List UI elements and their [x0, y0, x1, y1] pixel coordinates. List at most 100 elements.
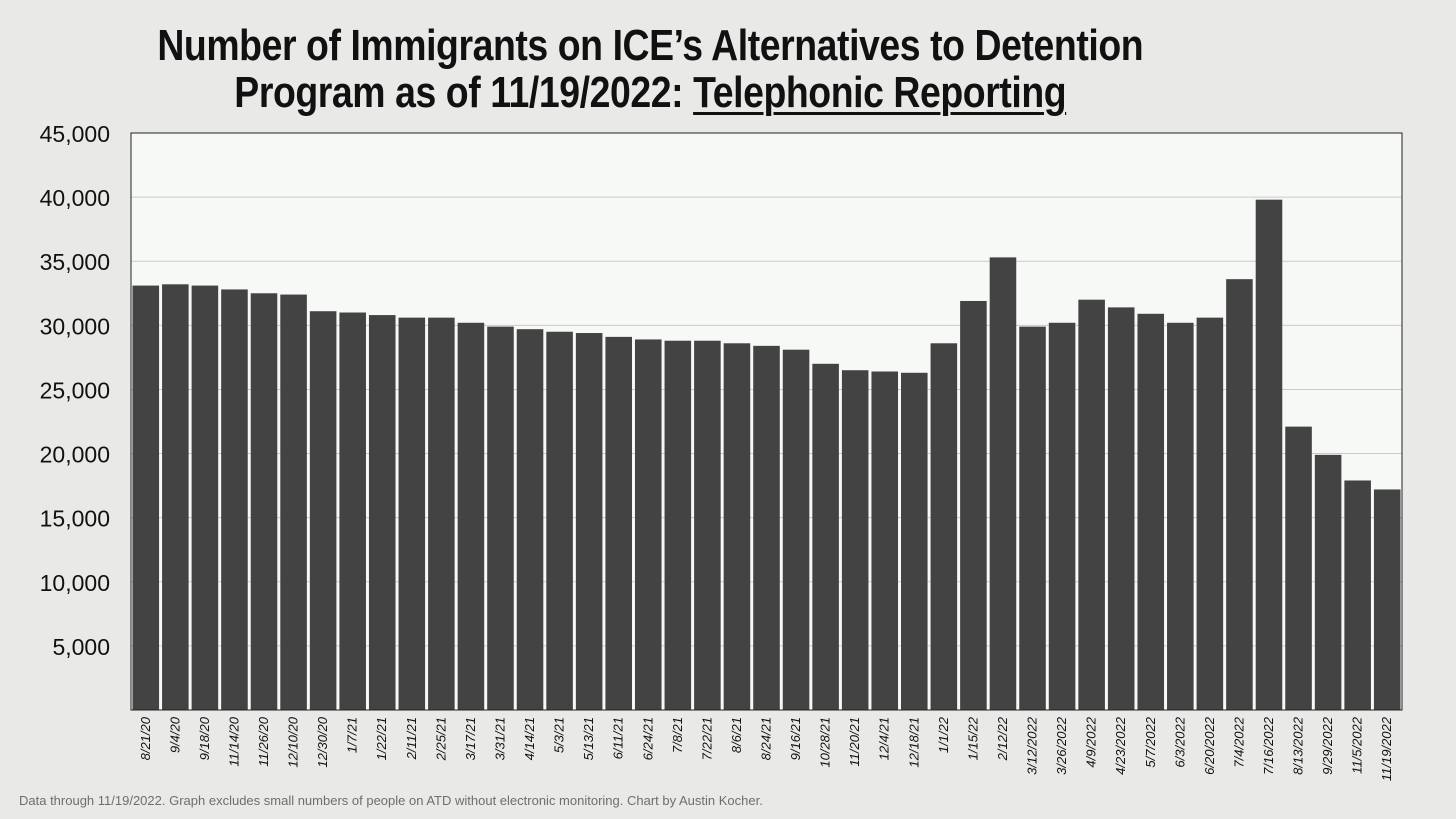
- x-tick-label: 11/20/21: [847, 717, 862, 767]
- x-tick-label: 6/20/2022: [1202, 716, 1217, 775]
- bar: [753, 345, 780, 710]
- bar: [398, 317, 426, 710]
- x-tick-label: 11/19/2022: [1379, 716, 1394, 781]
- bar: [1107, 307, 1135, 710]
- x-tick-label: 9/16/21: [788, 717, 803, 760]
- bar: [1078, 299, 1105, 710]
- bar: [516, 329, 544, 710]
- x-tick-label: 1/15/22: [965, 716, 980, 760]
- bar: [1344, 480, 1371, 710]
- x-tick-label: 3/26/2022: [1054, 716, 1069, 775]
- x-tick-label: 9/18/20: [197, 716, 212, 760]
- x-axis: 8/21/20 9/4/20 9/18/20 11/14/20 11/26/20 12/1…: [138, 716, 1394, 781]
- x-tick-label: 6/3/2022: [1172, 716, 1187, 767]
- x-tick-label: 4/23/2022: [1113, 716, 1128, 775]
- bar: [1373, 489, 1401, 710]
- y-tick-label: 15,000: [40, 506, 110, 532]
- bar: [1314, 454, 1342, 710]
- bar: [901, 372, 928, 710]
- title-line-2: Program as of 11/19/2022: Telephonic Rep…: [0, 69, 1301, 116]
- bar: [339, 312, 366, 710]
- x-tick-label: 5/7/2022: [1143, 716, 1158, 767]
- x-tick-label: 12/30/20: [315, 716, 330, 767]
- y-tick-label: 35,000: [40, 249, 110, 275]
- title-underlined-subtitle: Telephonic Reporting: [693, 68, 1067, 117]
- bar: [634, 339, 662, 710]
- bar: [428, 317, 455, 710]
- bar: [1285, 426, 1312, 710]
- y-tick-label: 25,000: [40, 377, 110, 403]
- bar: [989, 257, 1017, 710]
- title-line-1: Number of Immigrants on ICE’s Alternativ…: [157, 21, 1144, 70]
- bar: [960, 300, 987, 710]
- plot-frame: [130, 132, 1403, 711]
- y-tick-label: 5,000: [52, 634, 110, 660]
- x-tick-label: 8/13/2022: [1291, 716, 1306, 775]
- bar: [575, 333, 603, 710]
- x-tick-label: 7/8/21: [670, 717, 685, 753]
- x-tick-label: 4/14/21: [522, 717, 537, 760]
- x-tick-label: 6/11/21: [611, 717, 626, 759]
- bar: [221, 289, 248, 710]
- bar: [1226, 279, 1253, 710]
- bar: [694, 340, 721, 710]
- bar: [191, 285, 219, 710]
- y-tick-label: 45,000: [40, 121, 110, 147]
- title-line-2-prefix: Program as of 11/19/2022:: [234, 68, 694, 117]
- x-tick-label: 2/25/21: [433, 717, 448, 761]
- x-tick-label: 7/22/21: [699, 717, 714, 760]
- bar: [841, 370, 869, 710]
- bar: [1137, 313, 1165, 710]
- bar: [546, 331, 573, 710]
- x-tick-label: 3/12/2022: [1025, 716, 1040, 775]
- x-tick-label: 2/11/21: [404, 717, 419, 760]
- bar: [487, 326, 514, 710]
- x-tick-label: 5/13/21: [581, 717, 596, 760]
- y-tick-label: 30,000: [40, 313, 110, 339]
- x-tick-label: 11/5/2022: [1350, 716, 1365, 774]
- bar: [309, 311, 337, 710]
- x-tick-label: 9/29/2022: [1320, 716, 1335, 775]
- x-tick-label: 1/1/22: [936, 716, 951, 753]
- footnote: Data through 11/19/2022. Graph excludes …: [19, 793, 763, 808]
- bar: [132, 285, 160, 710]
- x-tick-label: 12/10/20: [286, 716, 301, 767]
- x-tick-label: 3/17/21: [463, 717, 478, 760]
- bar: [782, 349, 810, 710]
- x-tick-label: 1/22/21: [374, 717, 389, 760]
- x-tick-label: 11/14/20: [226, 716, 241, 766]
- x-tick-label: 10/28/21: [818, 717, 833, 768]
- x-tick-label: 8/21/20: [138, 716, 153, 760]
- bars: [132, 199, 1401, 711]
- x-tick-label: 12/18/21: [906, 717, 921, 768]
- x-tick-label: 9/4/20: [167, 716, 182, 753]
- x-tick-label: 7/16/2022: [1261, 716, 1276, 775]
- x-tick-label: 3/31/21: [492, 717, 507, 760]
- bar: [664, 340, 692, 710]
- bar: [250, 293, 278, 710]
- bar: [605, 336, 632, 710]
- bar: [368, 315, 396, 710]
- bar: [812, 363, 839, 710]
- x-tick-label: 12/4/21: [877, 717, 892, 760]
- x-tick-label: 1/7/21: [345, 717, 360, 753]
- y-tick-label: 20,000: [40, 442, 110, 468]
- bar: [871, 371, 899, 710]
- bar: [1167, 322, 1194, 710]
- x-tick-label: 5/3/21: [552, 717, 567, 753]
- bar: [280, 294, 307, 710]
- bar: [1255, 199, 1283, 711]
- bar: [1196, 317, 1224, 710]
- y-axis: 5,000 10,000 15,000 20,000 25,000 30,000 35,00…: [40, 121, 110, 660]
- bar: [1048, 322, 1076, 710]
- bar: [723, 343, 751, 710]
- x-tick-label: 2/12/22: [995, 716, 1010, 761]
- x-tick-label: 11/26/20: [256, 716, 271, 766]
- y-tick-label: 40,000: [40, 185, 110, 211]
- x-tick-label: 8/6/21: [729, 717, 744, 753]
- x-tick-label: 8/24/21: [759, 717, 774, 760]
- x-tick-label: 7/4/2022: [1231, 716, 1246, 767]
- chart-title: Number of Immigrants on ICE’s Alternativ…: [0, 22, 1301, 116]
- y-tick-label: 10,000: [40, 570, 110, 596]
